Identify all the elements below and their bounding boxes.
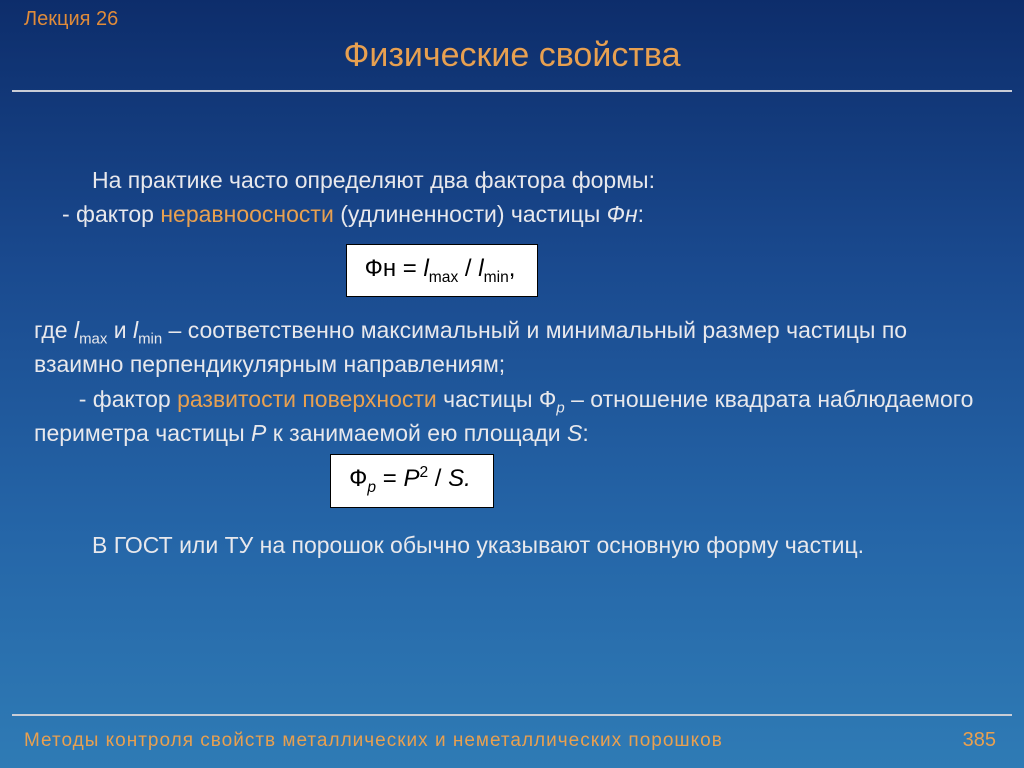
f1-phi: Фн = — [365, 255, 424, 282]
f1-max: max — [429, 269, 458, 286]
factor2-highlight: развитости поверхности — [177, 386, 437, 412]
f1-end: , — [509, 255, 516, 282]
slide-title: Физические свойства — [0, 36, 1024, 75]
factor1-line: - фактор неравноосности (удлиненности) ч… — [34, 199, 990, 229]
gost-line: В ГОСТ или ТУ на порошок обычно указываю… — [34, 530, 990, 560]
factor2-colon: : — [582, 420, 588, 446]
top-divider — [12, 90, 1012, 92]
where-and: и — [107, 317, 133, 343]
f1-min: min — [484, 269, 509, 286]
formula2-wrap: Фр = P2 / S. — [34, 454, 990, 507]
factor1-colon: : — [638, 201, 644, 227]
where-min: min — [138, 331, 162, 348]
where-prefix: где — [34, 317, 74, 343]
where-rest: – соответственно максимальный и минималь… — [34, 317, 907, 377]
f1-slash: / — [458, 255, 478, 282]
f2-eq: = — [376, 465, 403, 492]
slide-container: Лекция 26 Физические свойства На практик… — [0, 0, 1024, 768]
factor1-highlight: неравноосности — [160, 201, 333, 227]
factor2-sub: р — [556, 399, 564, 416]
f2-phi: Ф — [349, 465, 367, 492]
slide-body: На практике часто определяют два фактора… — [34, 165, 990, 564]
formula2-box: Фр = P2 / S. — [330, 454, 494, 507]
where-line: где lmax и lmin – соответственно максима… — [34, 315, 990, 380]
page-number: 385 — [963, 729, 996, 752]
where-max: max — [79, 331, 107, 348]
factor2-rest2: к занимаемой ею площади — [266, 420, 567, 446]
bottom-divider — [12, 714, 1012, 716]
footer-text: Методы контроля свойств металлических и … — [24, 730, 723, 752]
factor2-S: S — [567, 420, 582, 446]
f2-P: P — [403, 465, 419, 492]
factor2-mid: частицы Ф — [437, 386, 557, 412]
factor1-rest: (удлиненности) частицы — [334, 201, 607, 227]
factor1-symbol: Фн — [607, 201, 638, 227]
lecture-number: Лекция 26 — [24, 8, 118, 31]
formula1-wrap: Фн = lmax / lmin, — [34, 244, 990, 297]
factor2-line: - фактор развитости поверхности частицы … — [34, 384, 990, 449]
factor2-P: Р — [251, 420, 266, 446]
f2-S: S. — [448, 465, 471, 492]
f2-sup: 2 — [419, 464, 428, 481]
intro-line: На практике часто определяют два фактора… — [34, 165, 990, 195]
formula1-box: Фн = lmax / lmin, — [346, 244, 539, 297]
f2-sub: р — [367, 479, 376, 496]
factor2-lead: - фактор — [79, 386, 177, 412]
factor1-prefix: - фактор — [62, 201, 160, 227]
f2-slash: / — [428, 465, 448, 492]
